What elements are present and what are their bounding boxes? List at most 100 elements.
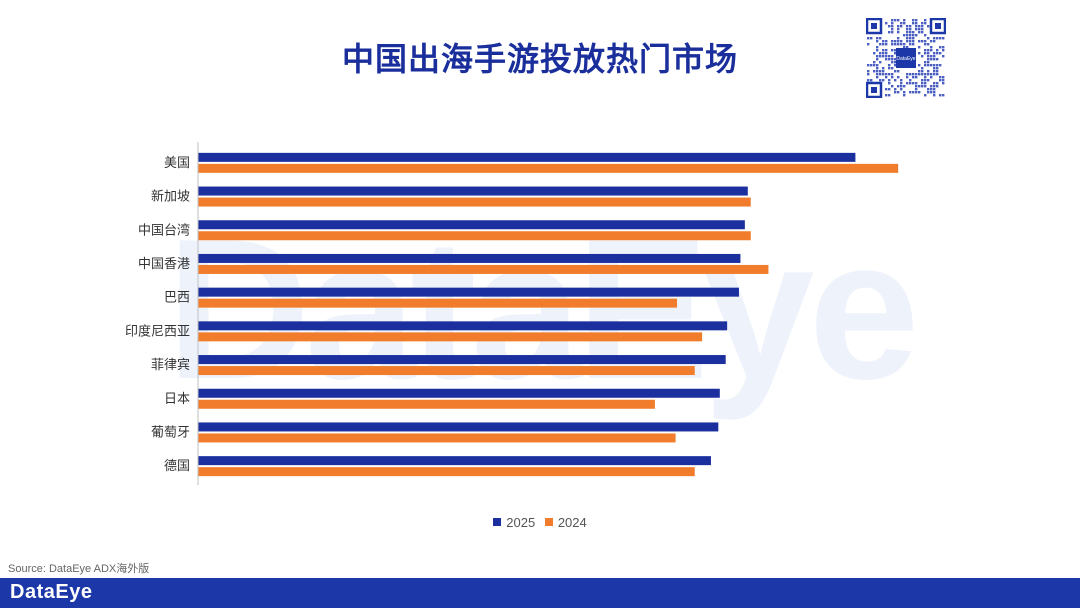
qr-module xyxy=(909,43,912,46)
qr-module xyxy=(936,82,939,85)
qr-module xyxy=(942,37,945,40)
qr-module xyxy=(912,82,915,85)
category-label-3: 中国香港 xyxy=(138,257,190,272)
qr-module xyxy=(924,85,927,88)
qr-module xyxy=(894,19,897,22)
page-title: 中国出海手游投放热门市场 xyxy=(341,40,738,78)
bar-2025-1 xyxy=(198,186,748,196)
qr-module xyxy=(879,43,882,46)
qr-module xyxy=(930,88,933,91)
qr-module xyxy=(891,67,894,70)
qr-module xyxy=(888,79,891,82)
qr-module xyxy=(930,73,933,76)
qr-module xyxy=(867,43,870,46)
qr-module xyxy=(933,91,936,94)
qr-module xyxy=(912,76,915,79)
qr-module xyxy=(894,52,897,55)
qr-module xyxy=(891,28,894,31)
qr-module xyxy=(921,22,924,25)
qr-module xyxy=(906,28,909,31)
qr-module xyxy=(912,91,915,94)
qr-module xyxy=(933,64,936,67)
legend-item-2024: 2024 xyxy=(544,515,587,530)
qr-module xyxy=(909,73,912,76)
x-tick-label-8: 4000 xyxy=(773,507,802,510)
qr-module xyxy=(891,58,894,61)
qr-module xyxy=(888,64,891,67)
qr-module xyxy=(903,85,906,88)
qr-module xyxy=(897,28,900,31)
qr-module xyxy=(918,28,921,31)
qr-module xyxy=(912,43,915,46)
qr-module xyxy=(882,55,885,58)
qr-module xyxy=(924,82,927,85)
qr-module xyxy=(882,70,885,73)
qr-module xyxy=(894,40,897,43)
qr-module xyxy=(909,31,912,34)
qr-module xyxy=(915,28,918,31)
qr-module xyxy=(933,67,936,70)
qr-module xyxy=(933,37,936,40)
bar-2025-0 xyxy=(198,152,856,162)
qr-module xyxy=(909,79,912,82)
qr-module xyxy=(915,85,918,88)
qr-module xyxy=(891,25,894,28)
qr-module xyxy=(942,55,945,58)
bar-2025-7 xyxy=(198,388,720,398)
qr-module xyxy=(897,85,900,88)
qr-module xyxy=(927,91,930,94)
qr-module xyxy=(915,73,918,76)
qr-module xyxy=(882,52,885,55)
qr-module xyxy=(942,76,945,79)
qr-module xyxy=(918,46,921,49)
x-tick-label-5: 2500 xyxy=(552,507,581,510)
qr-module xyxy=(927,55,930,58)
qr-module xyxy=(873,61,876,64)
category-label-0: 美国 xyxy=(164,156,190,171)
qr-module xyxy=(903,22,906,25)
qr-module xyxy=(930,49,933,52)
bar-2024-6 xyxy=(198,366,695,376)
qr-module xyxy=(936,58,939,61)
legend-swatch-2025 xyxy=(493,518,502,526)
qr-module xyxy=(897,91,900,94)
legend-swatch-2024 xyxy=(544,518,553,526)
qr-module xyxy=(933,82,936,85)
qr-module xyxy=(885,58,888,61)
qr-module xyxy=(900,88,903,91)
qr-module xyxy=(870,79,873,82)
qr-module xyxy=(894,88,897,91)
qr-module xyxy=(897,40,900,43)
qr-module xyxy=(897,43,900,46)
qr-module xyxy=(912,22,915,25)
qr-module xyxy=(921,70,924,73)
qr-module xyxy=(882,49,885,52)
qr-module xyxy=(915,25,918,28)
qr-module xyxy=(933,55,936,58)
qr-module xyxy=(915,82,918,85)
qr-module xyxy=(882,73,885,76)
legend: 2025 2024 xyxy=(0,514,1080,530)
qr-module xyxy=(885,22,888,25)
qr-module xyxy=(885,40,888,43)
qr-module xyxy=(885,52,888,55)
qr-module xyxy=(939,46,942,49)
qr-module xyxy=(927,70,930,73)
category-label-7: 日本 xyxy=(164,392,190,407)
qr-module xyxy=(915,19,918,22)
qr-module xyxy=(921,73,924,76)
qr-module xyxy=(912,34,915,37)
qr-module xyxy=(936,70,939,73)
bar-2024-8 xyxy=(198,433,676,443)
qr-module xyxy=(915,91,918,94)
qr-module xyxy=(897,76,900,79)
qr-module xyxy=(876,73,879,76)
qr-module xyxy=(891,73,894,76)
category-label-5: 印度尼西亚 xyxy=(125,323,190,339)
qr-module xyxy=(894,61,897,64)
qr-module xyxy=(924,52,927,55)
x-tick-label-2: 1000 xyxy=(331,507,360,510)
qr-module xyxy=(882,67,885,70)
qr-module xyxy=(924,19,927,22)
